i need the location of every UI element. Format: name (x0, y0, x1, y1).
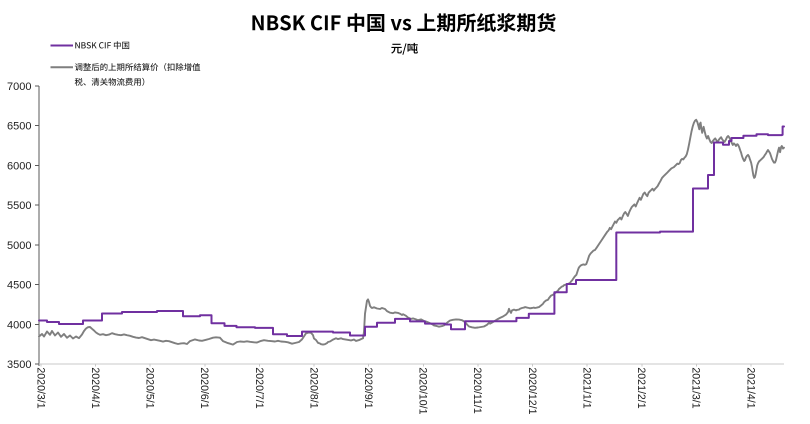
svg-text:2020/8/1: 2020/8/1 (307, 367, 319, 408)
svg-text:2020/7/1: 2020/7/1 (253, 367, 265, 408)
svg-text:2021/4/1: 2021/4/1 (744, 367, 756, 408)
svg-text:2021/2/1: 2021/2/1 (635, 367, 647, 408)
svg-text:6000: 6000 (7, 160, 31, 172)
svg-text:2021/3/1: 2021/3/1 (690, 367, 702, 408)
svg-text:4500: 4500 (7, 280, 31, 292)
svg-text:2020/3/1: 2020/3/1 (34, 367, 46, 408)
svg-text:5500: 5500 (7, 200, 31, 212)
svg-text:2020/11/1: 2020/11/1 (471, 367, 483, 413)
svg-text:2020/12/1: 2020/12/1 (526, 367, 538, 414)
svg-text:2020/10/1: 2020/10/1 (417, 367, 429, 414)
svg-text:2020/5/1: 2020/5/1 (144, 367, 156, 408)
svg-text:2021/1/1: 2021/1/1 (580, 367, 592, 408)
svg-text:2020/4/1: 2020/4/1 (89, 367, 101, 408)
svg-text:6500: 6500 (7, 121, 31, 133)
svg-text:2020/9/1: 2020/9/1 (362, 367, 374, 408)
svg-text:4000: 4000 (7, 319, 31, 331)
svg-text:2020/6/1: 2020/6/1 (198, 367, 210, 408)
svg-text:3500: 3500 (7, 359, 31, 371)
svg-text:7000: 7000 (7, 81, 31, 93)
svg-text:5000: 5000 (7, 240, 31, 252)
